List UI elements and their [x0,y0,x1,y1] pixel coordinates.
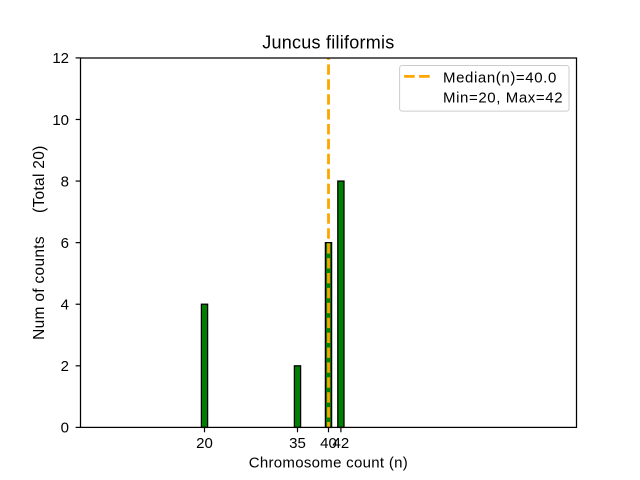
svg-text:42: 42 [333,435,350,452]
svg-text:40: 40 [320,435,337,452]
svg-text:10: 10 [52,112,69,129]
svg-text:Juncus filiformis: Juncus filiformis [262,33,394,53]
svg-text:Median(n)=40.0: Median(n)=40.0 [443,69,557,86]
svg-text:0: 0 [61,420,69,437]
svg-text:6: 6 [61,235,69,252]
svg-text:Num of counts (Total 20): Num of counts (Total 20) [31,145,48,339]
svg-text:8: 8 [61,173,69,190]
svg-text:20: 20 [196,435,213,452]
svg-text:2: 2 [61,358,69,375]
svg-text:Chromosome count (n): Chromosome count (n) [249,455,408,472]
svg-text:12: 12 [52,50,69,67]
svg-text:Min=20, Max=42: Min=20, Max=42 [443,89,563,106]
svg-text:4: 4 [61,297,69,314]
svg-text:35: 35 [289,435,306,452]
